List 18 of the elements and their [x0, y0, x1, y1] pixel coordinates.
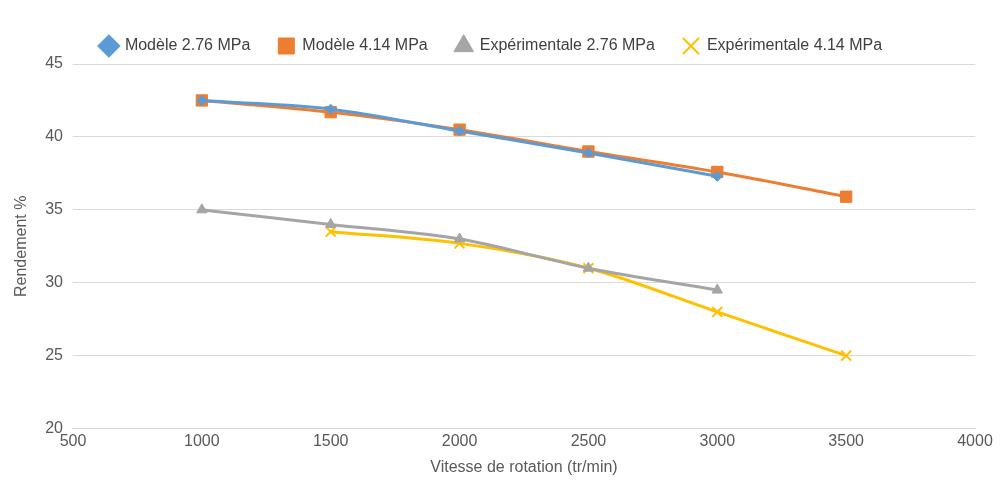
legend-label: Modèle 2.76 MPa	[124, 36, 251, 54]
x-tick-label: 2500	[570, 431, 607, 449]
x-tick-label: 2000	[441, 431, 478, 449]
x-axis-title: Vitesse de rotation (tr/min)	[430, 457, 618, 475]
legend-label: Expérimentale 2.76 MPa	[479, 36, 656, 54]
legend-label: Modèle 4.14 MPa	[302, 36, 428, 54]
x-tick-label: 1000	[184, 431, 220, 449]
y-tick-label: 35	[45, 200, 64, 218]
y-tick-label: 30	[45, 273, 64, 291]
y-tick-label: 40	[45, 127, 64, 145]
x-tick-label: 3500	[828, 431, 865, 449]
y-axis-title: Rendement %	[12, 195, 30, 297]
x-tick-label: 3000	[699, 431, 736, 449]
y-tick-label: 45	[45, 54, 64, 72]
y-tick-label: 25	[45, 346, 64, 364]
x-tick-label: 4000	[957, 431, 993, 449]
x-tick-label: 1500	[312, 431, 349, 449]
legend-label: Expérimentale 4.14 MPa	[706, 36, 883, 54]
